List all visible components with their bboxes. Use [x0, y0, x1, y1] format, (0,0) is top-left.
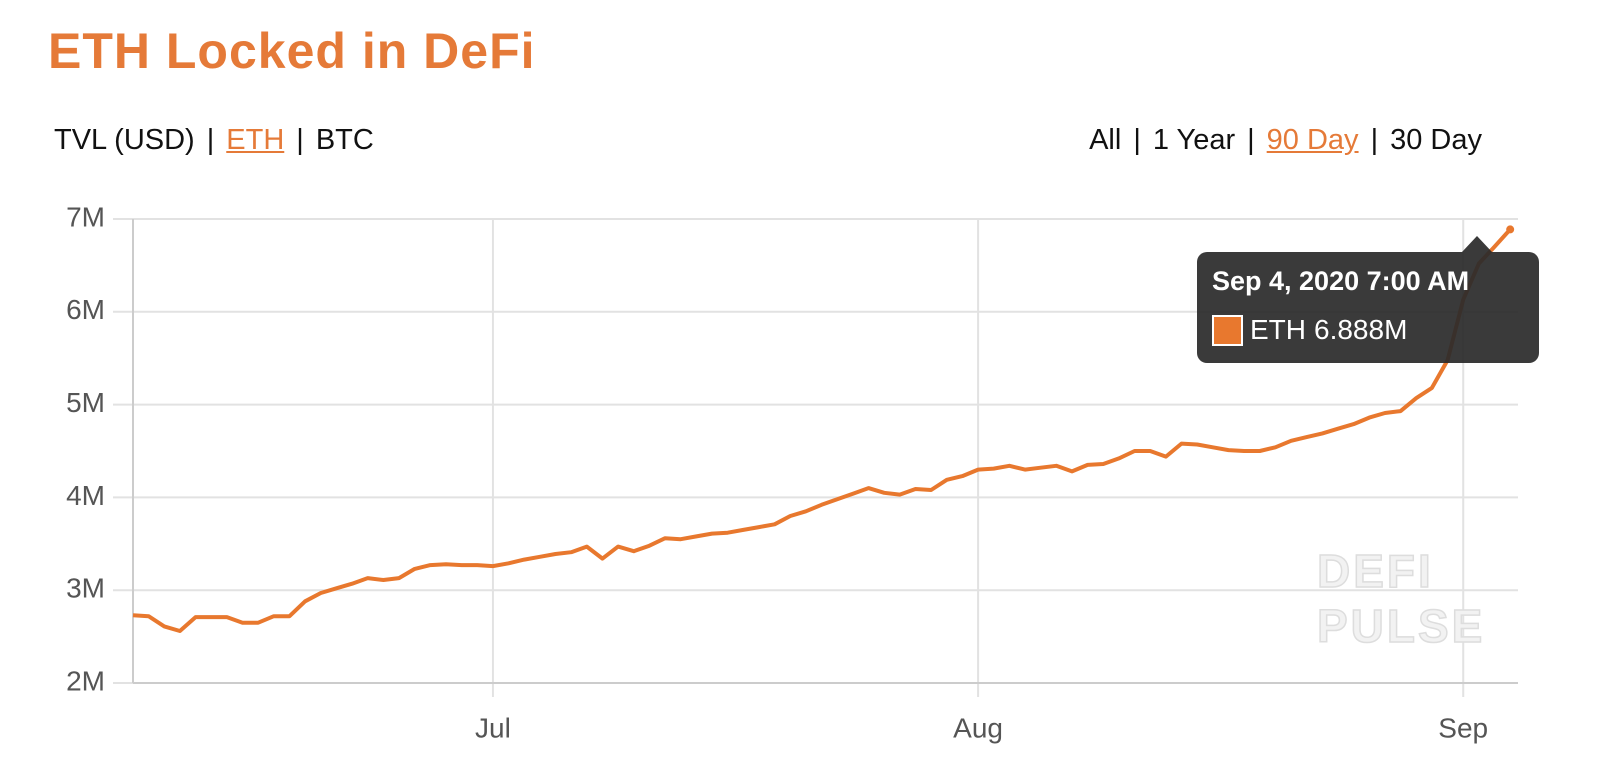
separator: | [206, 124, 215, 156]
x-tick-label: Aug [953, 712, 1003, 743]
range-option[interactable]: All [1089, 124, 1122, 156]
x-tick-label: Sep [1438, 712, 1488, 743]
unit-option[interactable]: BTC [315, 124, 374, 156]
y-tick-label: 2M [66, 665, 105, 696]
watermark: DEFI [1317, 545, 1434, 597]
watermark: PULSE [1317, 600, 1485, 652]
tooltip-value-label: 6.888M [1314, 314, 1407, 345]
x-tick-label: Jul [475, 712, 511, 743]
y-tick-label: 4M [66, 480, 105, 511]
range-option[interactable]: 1 Year [1152, 124, 1236, 156]
y-tick-label: 6M [66, 294, 105, 325]
separator: | [296, 124, 304, 156]
hover-point [1506, 225, 1515, 234]
separator: | [1133, 124, 1141, 156]
range-option[interactable]: 90 Day [1266, 124, 1359, 156]
range-selector: All | 1 Year | 90 Day | 30 Day [1089, 124, 1482, 157]
unit-option[interactable]: ETH [226, 124, 285, 156]
tooltip-swatch [1212, 315, 1243, 346]
y-tick-label: 7M [66, 201, 105, 232]
y-tick-label: 5M [66, 387, 105, 418]
page-title: ETH Locked in DeFi [48, 23, 536, 79]
separator: | [1370, 124, 1379, 156]
unit-option[interactable]: TVL (USD) [54, 124, 195, 156]
data-line [132, 228, 1512, 633]
unit-selector: TVL (USD) | ETH | BTC [54, 124, 374, 157]
tooltip-pointer [1462, 236, 1492, 252]
tooltip-series-name: ETH [1250, 314, 1306, 345]
separator: | [1247, 124, 1255, 156]
tooltip-box [1197, 252, 1539, 363]
tooltip-title: Sep 4, 2020 7:00 AM [1212, 266, 1469, 296]
y-tick-label: 3M [66, 573, 105, 604]
tooltip-value: ETH 6.888M [1250, 314, 1407, 345]
range-option[interactable]: 30 Day [1390, 124, 1482, 156]
